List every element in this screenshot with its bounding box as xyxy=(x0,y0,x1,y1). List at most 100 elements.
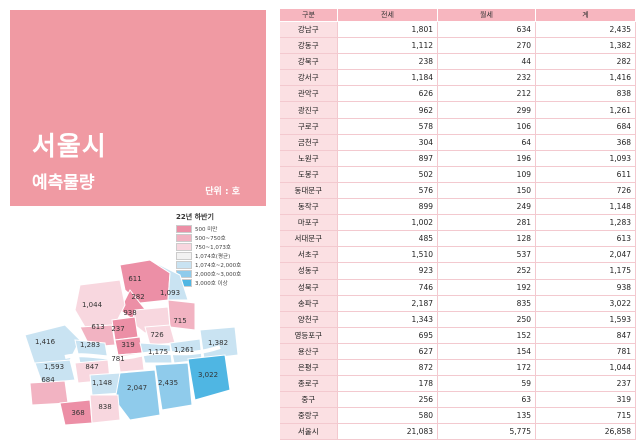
map-district-value: 715 xyxy=(173,317,187,325)
map-district-value: 282 xyxy=(131,293,145,301)
district-name-cell: 도봉구 xyxy=(279,166,338,183)
value-cell: 537 xyxy=(437,246,536,264)
legend-item: 1,074호~2,000호 xyxy=(176,260,266,269)
district-name-cell: 동대문구 xyxy=(279,182,338,200)
map-district-value: 1,593 xyxy=(43,363,65,371)
legend-swatch xyxy=(176,260,192,269)
value-cell: 64 xyxy=(437,134,536,151)
table-row: 양천구 1,343 250 1,593 xyxy=(279,311,636,328)
value-cell: 1,002 xyxy=(337,214,438,232)
forecast-table-container: 구분 전세 월세 계 강남구 1,801 634 2,435 강동구 1,112 270 1,… xyxy=(279,8,636,440)
district-name-cell: 구로구 xyxy=(279,118,338,135)
district-name-cell: 중랑구 xyxy=(279,407,338,425)
legend-label: 750~1,073호 xyxy=(195,244,231,251)
district-name-cell: 중구 xyxy=(279,391,338,409)
district-nowon xyxy=(149,259,189,301)
district-name-cell: 송파구 xyxy=(279,295,338,312)
district-name-cell: 강동구 xyxy=(279,37,338,55)
table-row: 은평구 872 172 1,044 xyxy=(279,359,636,377)
map-district-value: 1,093 xyxy=(159,289,181,297)
table-row: 도봉구 502 109 611 xyxy=(279,166,636,183)
value-cell: 1,148 xyxy=(535,198,636,216)
legend-label: 2,000호~3,000호 xyxy=(195,271,242,278)
map-district-value: 3,022 xyxy=(197,371,219,379)
table-row: 서초구 1,510 537 2,047 xyxy=(279,246,636,264)
total-value-cell: 26,858 xyxy=(535,423,636,440)
value-cell: 238 xyxy=(337,53,438,71)
value-cell: 3,022 xyxy=(535,295,636,312)
value-cell: 847 xyxy=(535,327,636,344)
map-district-value: 838 xyxy=(98,403,112,411)
value-cell: 1,801 xyxy=(337,21,438,39)
map-district-value: 726 xyxy=(150,331,164,339)
legend-label: 500 미만 xyxy=(195,226,218,233)
map-district-value: 2,435 xyxy=(157,379,179,387)
legend-item: 750~1,073호 xyxy=(176,242,266,251)
value-cell: 299 xyxy=(437,101,536,119)
district-name-cell: 성북구 xyxy=(279,279,338,296)
value-cell: 1,283 xyxy=(535,214,636,232)
map-district-value: 1,044 xyxy=(81,301,103,309)
value-cell: 627 xyxy=(337,343,438,360)
map-district-value: 1,175 xyxy=(147,348,169,356)
value-cell: 270 xyxy=(437,37,536,55)
value-cell: 611 xyxy=(535,166,636,183)
value-cell: 1,175 xyxy=(535,262,636,280)
value-cell: 59 xyxy=(437,375,536,393)
district-name-cell: 관악구 xyxy=(279,85,338,103)
value-cell: 923 xyxy=(337,262,438,280)
table-row: 금천구 304 64 368 xyxy=(279,134,636,151)
left-panel: 서울시 예측물량 단위 : 호 22년 하반기 500 미만 500~750호 75… xyxy=(0,0,266,433)
value-cell: 106 xyxy=(437,118,536,135)
total-label-cell: 서울시 xyxy=(279,423,338,440)
value-cell: 1,593 xyxy=(535,311,636,328)
table-row: 마포구 1,002 281 1,283 xyxy=(279,214,636,232)
map-district-value: 2,047 xyxy=(126,384,148,392)
map-district-value: 684 xyxy=(41,376,55,384)
value-cell: 938 xyxy=(535,279,636,296)
value-cell: 1,261 xyxy=(535,101,636,119)
map-district-value: 1,416 xyxy=(34,338,56,346)
district-name-cell: 동작구 xyxy=(279,198,338,216)
table-row: 중구 256 63 319 xyxy=(279,391,636,409)
district-name-cell: 마포구 xyxy=(279,214,338,232)
table-row: 동대문구 576 150 726 xyxy=(279,182,636,200)
map-district-value: 319 xyxy=(121,341,135,349)
value-cell: 172 xyxy=(437,359,536,377)
total-value-cell: 5,775 xyxy=(437,423,536,440)
value-cell: 578 xyxy=(337,118,438,135)
value-cell: 368 xyxy=(535,134,636,151)
value-cell: 304 xyxy=(337,134,438,151)
district-seocho xyxy=(114,369,161,421)
value-cell: 613 xyxy=(535,230,636,248)
han-river xyxy=(64,345,221,360)
map-district-value: 1,148 xyxy=(91,379,113,387)
district-yangcheon xyxy=(34,359,76,384)
legend-title: 22년 하반기 xyxy=(176,213,214,221)
value-cell: 135 xyxy=(437,407,536,425)
value-cell: 695 xyxy=(337,327,438,344)
district-gangnam xyxy=(154,362,193,411)
value-cell: 2,435 xyxy=(535,21,636,39)
map-district-value: 938 xyxy=(123,309,137,317)
title-panel: 서울시 예측물량 단위 : 호 xyxy=(10,10,266,206)
value-cell: 899 xyxy=(337,198,438,216)
district-name-cell: 강남구 xyxy=(279,21,338,39)
legend-label: 1,074호~2,000호 xyxy=(195,262,242,269)
value-cell: 44 xyxy=(437,53,536,71)
district-name-cell: 노원구 xyxy=(279,150,338,167)
district-name-cell: 서초구 xyxy=(279,246,338,264)
value-cell: 109 xyxy=(437,166,536,183)
value-cell: 1,044 xyxy=(535,359,636,377)
value-cell: 178 xyxy=(337,375,438,393)
district-name-cell: 서대문구 xyxy=(279,230,338,248)
map-district-value: 368 xyxy=(71,409,85,417)
value-cell: 1,184 xyxy=(337,69,438,87)
district-gwanak xyxy=(89,394,121,424)
map-district-value: 781 xyxy=(111,355,125,363)
table-row: 강남구 1,801 634 2,435 xyxy=(279,21,636,39)
legend-item: 500~750호 xyxy=(176,233,266,242)
table-row: 관악구 626 212 838 xyxy=(279,85,636,103)
district-guro xyxy=(29,380,69,406)
header-wolse: 월세 xyxy=(437,8,536,22)
